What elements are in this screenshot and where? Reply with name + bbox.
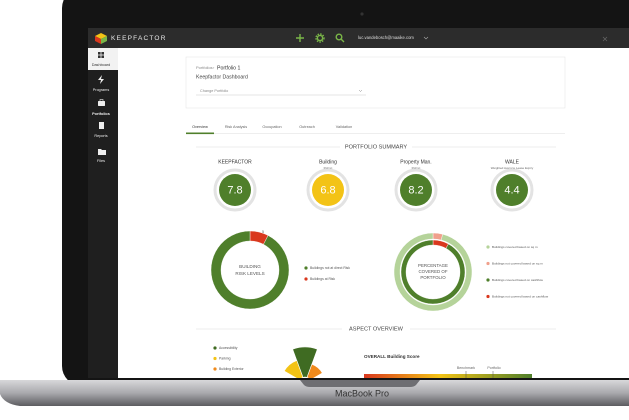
legend-label: Parking — [219, 356, 231, 360]
kpi-sublabel: Weighted Average Lease Expiry — [491, 166, 534, 170]
donut-label: COVERED OF — [418, 269, 447, 274]
donut-label: BUILDING — [239, 264, 261, 269]
sidebar-active — [88, 48, 118, 70]
kpi-badge — [219, 174, 251, 206]
sidebar-item[interactable]: Dashboard — [92, 63, 111, 67]
kpi-label: KEEPFACTOR — [218, 159, 252, 165]
legend-label: Building Exterior — [219, 367, 245, 371]
legend-label: Buildings covered based on sq m — [492, 245, 538, 249]
polar-sector — [292, 346, 318, 378]
tab[interactable]: Occupation — [262, 125, 281, 129]
laptop-base — [0, 380, 629, 406]
user-caret — [423, 36, 429, 40]
donut-segment — [400, 239, 466, 305]
polar-sector — [306, 363, 323, 378]
page-title: Keepfactor Dashboard — [196, 74, 248, 80]
legend-swatch — [213, 356, 217, 361]
kpi-label: Property Man. — [400, 159, 431, 165]
kpi-value: 7.8 — [227, 184, 242, 196]
logo — [95, 33, 107, 44]
donut-segment — [393, 232, 473, 312]
polar-sector — [283, 360, 304, 378]
screen: KEEPFACTOR luc.vandebosch@maaike.com Das… — [88, 28, 629, 378]
tab-active-underline — [186, 132, 214, 135]
header-panel — [185, 56, 566, 109]
legend-label: Buildings covered based on cashflow — [492, 278, 544, 282]
select-caret — [358, 89, 363, 92]
device-model: MacBook Pro — [335, 388, 389, 398]
breadcrumb-parent[interactable]: Portfolios — [196, 65, 213, 70]
kpi-badge — [400, 174, 432, 206]
legend-label: Accessibility — [219, 346, 238, 350]
kpi-label: WALE — [505, 159, 520, 165]
donut-label: PERCENTAGE — [418, 263, 448, 268]
tab[interactable]: Risk Analysis — [225, 125, 247, 129]
portfolio-label: Portfolio — [487, 366, 500, 370]
portfolio-select[interactable]: Change Portfolio — [200, 89, 228, 93]
legend-swatch — [213, 367, 217, 371]
section-title: PORTFOLIO SUMMARY — [345, 144, 408, 150]
section-title: ASPECT OVERVIEW — [349, 326, 404, 332]
kpi-badge — [496, 174, 528, 206]
sidebar-item[interactable]: Reports — [94, 134, 107, 138]
user-email[interactable]: luc.vandebosch@maaike.com — [358, 35, 414, 40]
kpi-label: Building — [319, 159, 337, 165]
donut-label: RISK LEVELS — [235, 271, 264, 276]
kpi-sublabel: Rating — [412, 166, 421, 170]
legend-swatch — [304, 277, 308, 281]
data-label: 5 — [262, 230, 264, 234]
sidebar-item[interactable]: Files — [97, 159, 105, 163]
legend-label: Buildings not at direct Risk — [310, 266, 350, 270]
legend-swatch — [486, 245, 490, 249]
kpi-value: 4.4 — [504, 184, 519, 196]
legend-swatch — [304, 266, 308, 270]
legend-swatch — [486, 261, 490, 266]
legend-label: Buildings not covered based on sq m — [492, 261, 543, 265]
breadcrumb-current: Portfolio 1 — [217, 65, 240, 71]
score-bar — [364, 374, 532, 378]
close-icon — [602, 36, 608, 42]
donut-segment — [210, 230, 290, 310]
sidebar-icons — [98, 52, 106, 155]
legend-swatch — [486, 294, 490, 299]
sidebar-item[interactable]: Portfolios — [92, 112, 110, 116]
sidebar — [88, 48, 118, 378]
breadcrumb-sep: › — [213, 65, 215, 70]
brand: KEEPFACTOR — [111, 35, 167, 42]
tab[interactable]: Overview — [192, 125, 208, 129]
camera — [360, 12, 364, 16]
kpi-badge — [312, 174, 344, 206]
legend-label: Buildings at Risk — [310, 277, 335, 281]
kpi-sublabel: Rating — [324, 166, 333, 170]
top-nav — [88, 28, 629, 48]
legend-label: Buildings not covered based on cashflow — [492, 294, 549, 298]
nav-icons[interactable] — [296, 33, 345, 43]
tab[interactable]: Validation — [336, 125, 352, 129]
kpi-value: 8.2 — [408, 184, 423, 196]
tab[interactable]: Outreach — [299, 125, 315, 129]
legend-swatch — [213, 346, 217, 350]
donut-label: PORTFOLIO — [420, 275, 446, 280]
donut-segment — [432, 232, 443, 241]
legend-swatch — [486, 278, 490, 282]
laptop-notch — [300, 380, 420, 387]
benchmark-label: Benchmark — [457, 366, 475, 370]
sidebar-item[interactable]: Programs — [93, 88, 110, 92]
score-title: OVERALL Building Score — [364, 354, 420, 359]
kpi-value: 6.8 — [320, 184, 335, 196]
